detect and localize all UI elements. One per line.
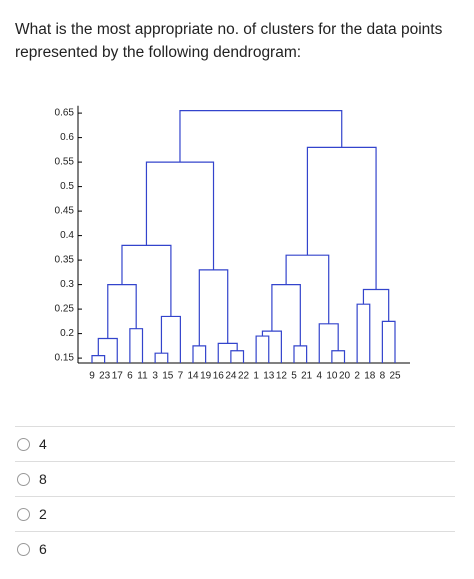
merge-link (91, 355, 106, 363)
merge-link (145, 161, 215, 270)
merge-link (356, 303, 371, 363)
leaf-label: 11 (137, 371, 148, 382)
leaf-label: 7 (178, 371, 184, 382)
option[interactable]: 8 (15, 461, 455, 497)
leaf-label: 14 (187, 371, 199, 382)
leaf-label: 23 (99, 371, 111, 382)
merge-link (331, 350, 346, 363)
merge-link (154, 352, 169, 363)
merge-link (129, 328, 144, 363)
option-label: 6 (39, 541, 47, 557)
leaf-label: 17 (112, 371, 124, 382)
merge-link (306, 146, 377, 290)
merge-link (121, 244, 172, 317)
leaf-label: 18 (364, 371, 376, 382)
merge-link (160, 315, 181, 363)
option[interactable]: 4 (15, 426, 455, 462)
y-tick-label: 0.6 (60, 132, 74, 143)
y-tick-label: 0.15 (55, 353, 75, 364)
leaf-label: 13 (263, 371, 275, 382)
leaf-label: 19 (200, 371, 212, 382)
y-tick-label: 0.2 (60, 328, 74, 339)
y-tick-label: 0.45 (55, 206, 75, 217)
leaf-label: 8 (380, 371, 386, 382)
leaf-label: 20 (339, 371, 351, 382)
option-label: 8 (39, 471, 47, 487)
merge-link (179, 110, 343, 163)
option[interactable]: 2 (15, 496, 455, 532)
leaf-label: 1 (253, 371, 259, 382)
leaf-label: 10 (326, 371, 338, 382)
radio[interactable] (17, 508, 30, 521)
y-tick-label: 0.5 (60, 181, 74, 192)
merge-link (293, 345, 308, 363)
leaf-label: 9 (89, 371, 95, 382)
y-tick-label: 0.3 (60, 279, 74, 290)
y-tick-label: 0.4 (60, 230, 74, 241)
leaf-label: 3 (152, 371, 158, 382)
merge-link (192, 345, 207, 363)
merge-link (362, 288, 390, 322)
leaf-label: 16 (213, 371, 225, 382)
y-tick-label: 0.25 (55, 304, 75, 315)
leaf-label: 22 (238, 371, 250, 382)
merge-link (217, 342, 238, 363)
radio[interactable] (17, 438, 30, 451)
question: What is the most appropriate no. of clus… (15, 21, 443, 61)
dendrogram: 0.65 0.6 0.55 0.5 0.45 0.4 0.35 0.3 0.25 0.2 0.15 9… (55, 105, 410, 382)
merge-link (255, 335, 270, 363)
merge-link (230, 350, 245, 363)
leaf-label: 2 (354, 371, 360, 382)
y-tick-label: 0.65 (55, 108, 75, 119)
option-label: 2 (39, 506, 47, 522)
option-label: 4 (39, 436, 47, 452)
leaf-label: 12 (276, 371, 288, 382)
merge-link (107, 284, 137, 339)
merge-link (318, 323, 339, 363)
merge-link (285, 254, 330, 324)
leaf-label: 5 (291, 371, 297, 382)
merge-link (271, 284, 301, 346)
merge-link (381, 320, 396, 363)
radio[interactable] (17, 473, 30, 486)
leaf-label: 6 (127, 371, 133, 382)
y-tick-label: 0.55 (55, 157, 75, 168)
leaf-label: 24 (225, 371, 237, 382)
leaf-label: 25 (389, 371, 401, 382)
y-tick-label: 0.35 (55, 255, 75, 266)
merge-link (97, 337, 118, 363)
option[interactable]: 6 (15, 531, 455, 567)
leaf-label: 4 (316, 371, 322, 382)
leaf-label: 21 (301, 371, 313, 382)
leaf-label: 15 (162, 371, 174, 382)
merge-link (198, 269, 229, 346)
radio[interactable] (17, 543, 30, 556)
